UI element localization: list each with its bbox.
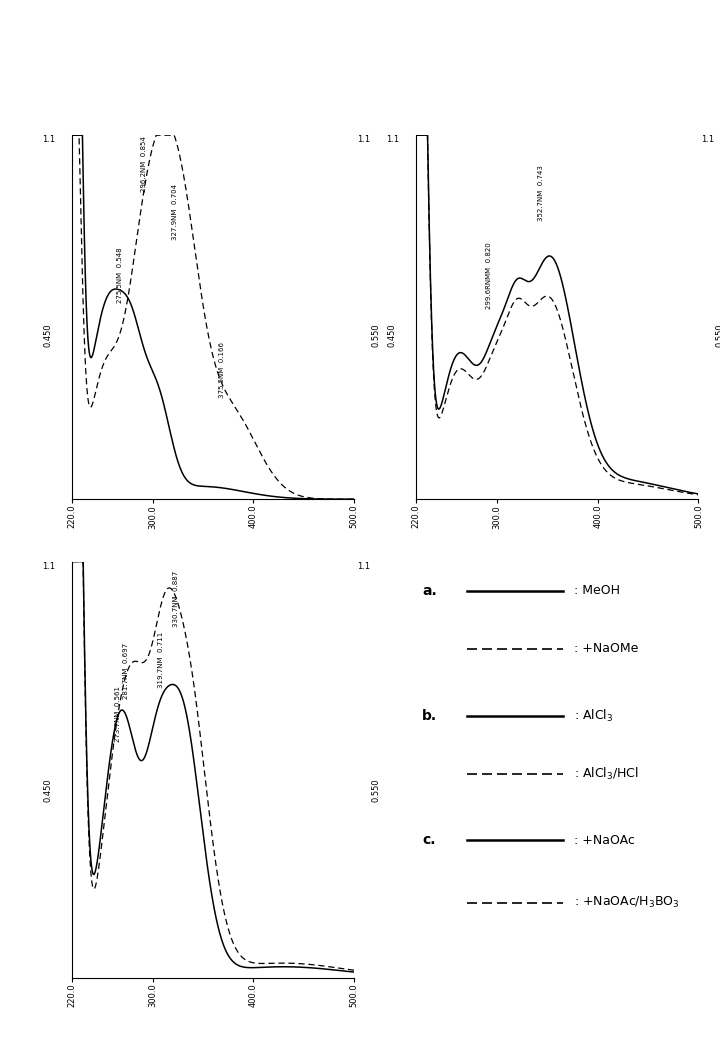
Text: 1.1: 1.1 (386, 135, 400, 145)
Text: : +NaOAc/H$_3$BO$_3$: : +NaOAc/H$_3$BO$_3$ (575, 895, 680, 910)
Text: 327.9NM  0.704: 327.9NM 0.704 (172, 184, 178, 239)
Text: : MeOH: : MeOH (575, 584, 620, 597)
Text: 0.450: 0.450 (43, 323, 53, 347)
Text: 0.550: 0.550 (371, 323, 380, 347)
Text: 275.5NM  0.548: 275.5NM 0.548 (117, 248, 123, 303)
Text: 281.7NM  0.697: 281.7NM 0.697 (123, 643, 130, 699)
Text: c.: c. (422, 833, 436, 848)
Text: 0.550: 0.550 (716, 323, 720, 347)
Text: : +NaOAc: : +NaOAc (575, 834, 635, 847)
Text: 1.1: 1.1 (701, 135, 714, 145)
Text: 1.1: 1.1 (42, 135, 55, 145)
Text: 1.1: 1.1 (42, 562, 55, 571)
Text: 296.2NM  0.854: 296.2NM 0.854 (140, 136, 147, 192)
Text: 299.6RNMM  0.820: 299.6RNMM 0.820 (486, 242, 492, 309)
Text: a.: a. (422, 583, 436, 598)
Text: 1.1: 1.1 (357, 135, 370, 145)
Text: 352.7NM  0.743: 352.7NM 0.743 (538, 164, 544, 220)
Text: 0.450: 0.450 (43, 779, 53, 802)
Text: 1.1: 1.1 (357, 562, 370, 571)
Text: 0.450: 0.450 (387, 323, 397, 347)
Text: 330.7NM  0.887: 330.7NM 0.887 (173, 571, 179, 627)
Text: b.: b. (422, 708, 437, 723)
Text: 0.550: 0.550 (371, 779, 380, 802)
Text: 375.5NM  0.166: 375.5NM 0.166 (219, 342, 225, 398)
Text: 319.7NM  0.711: 319.7NM 0.711 (158, 632, 163, 688)
Text: : AlCl$_3$/HCl: : AlCl$_3$/HCl (575, 765, 639, 782)
Text: : +NaOMe: : +NaOMe (575, 643, 639, 655)
Text: : AlCl$_3$: : AlCl$_3$ (575, 707, 613, 724)
Text: 273.7NM  0.561: 273.7NM 0.561 (115, 686, 122, 743)
